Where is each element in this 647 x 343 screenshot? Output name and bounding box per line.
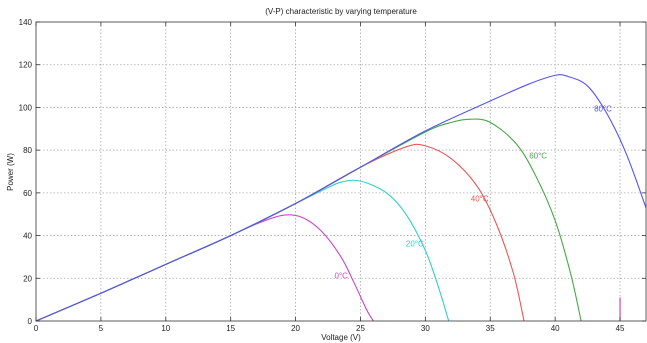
x-tick-label: 35 bbox=[486, 324, 495, 333]
y-tick-label: 80 bbox=[23, 146, 32, 155]
series-label-2: 40°C bbox=[471, 194, 489, 203]
y-tick-label: 120 bbox=[19, 61, 33, 70]
series-line-4 bbox=[35, 74, 647, 322]
x-tick-label: 25 bbox=[356, 324, 365, 333]
x-tick-label: 40 bbox=[551, 324, 560, 333]
y-tick-label: 40 bbox=[23, 232, 32, 241]
series-label-4: 80°C bbox=[594, 105, 612, 114]
x-tick-label: 0 bbox=[34, 324, 39, 333]
axes-frame bbox=[35, 21, 647, 322]
series-label-3: 60°C bbox=[529, 152, 547, 161]
plot-area: 0°C 20°C 40°C 60°C 80°C 0 5 10 15 20 25 30 35 40 45 0 20… bbox=[19, 18, 647, 333]
x-tick-label: 10 bbox=[161, 324, 170, 333]
y-axis-label: Power (W) bbox=[6, 153, 15, 191]
y-tick-label: 0 bbox=[28, 317, 33, 326]
x-tick-label: 20 bbox=[291, 324, 300, 333]
series-label-0: 0°C bbox=[335, 271, 349, 280]
y-tick-label: 140 bbox=[19, 18, 33, 27]
y-tick-label: 20 bbox=[23, 274, 32, 283]
x-tick-label: 15 bbox=[226, 324, 235, 333]
series-label-1: 20°C bbox=[406, 239, 424, 248]
x-tick-label: 30 bbox=[421, 324, 430, 333]
chart-title: (V-P) characteristic by varying temperat… bbox=[265, 7, 417, 16]
plot-background bbox=[36, 22, 646, 321]
x-tick-label: 5 bbox=[99, 324, 104, 333]
x-axis-label: Voltage (V) bbox=[321, 333, 361, 342]
y-tick-label: 100 bbox=[19, 103, 33, 112]
y-tick-label: 60 bbox=[23, 189, 32, 198]
x-tick-label: 45 bbox=[616, 324, 625, 333]
